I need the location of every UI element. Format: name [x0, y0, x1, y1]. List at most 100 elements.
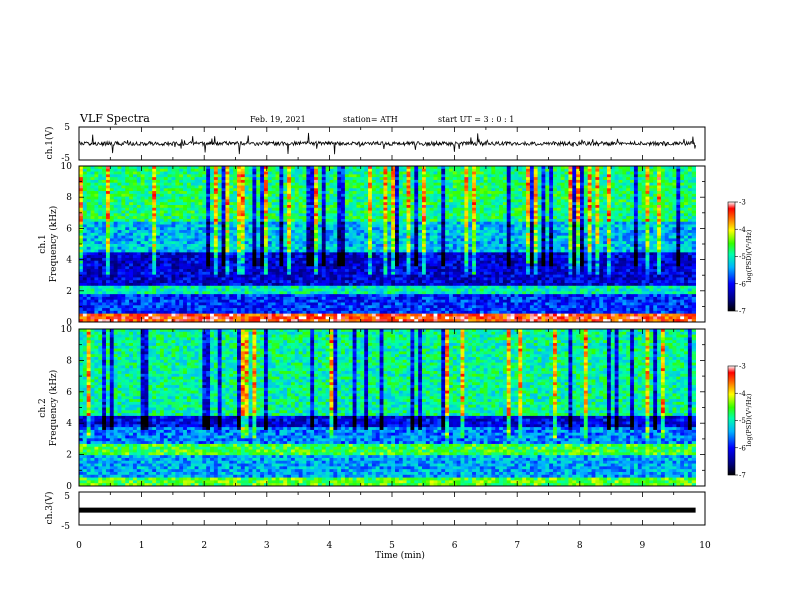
spectrogram-cell: [202, 218, 207, 223]
spectrogram-cell: [472, 210, 477, 214]
spectrogram-cell: [668, 205, 673, 209]
spectrogram-cell: [129, 235, 134, 239]
spectrogram-cell: [383, 213, 388, 217]
spectrogram-cell: [252, 185, 257, 189]
spectrogram-cell: [190, 207, 196, 211]
spectrogram-cell: [541, 207, 546, 211]
spectrogram-cell: [633, 199, 639, 203]
spectrogram-cell: [622, 235, 627, 239]
spectrogram-cell: [591, 207, 596, 211]
spectrogram-cell: [518, 213, 523, 217]
spectrogram-cell: [518, 199, 523, 203]
spectrogram-cell: [90, 224, 95, 228]
spectrogram-cell: [206, 238, 211, 242]
spectrogram-cell: [541, 177, 546, 181]
spectrogram-cell: [333, 238, 338, 242]
spectrogram-cell: [82, 171, 88, 175]
spectrogram-cell: [167, 168, 172, 172]
spectrogram-cell: [668, 232, 673, 237]
spectrogram-cell: [194, 168, 199, 172]
spectrogram-cell: [275, 166, 280, 170]
spectrogram-cell: [568, 230, 573, 234]
spectrogram-cell: [329, 202, 334, 206]
spectrogram-cell: [684, 246, 689, 250]
spectrogram-cell: [356, 196, 361, 200]
spectrogram-cell: [229, 196, 234, 200]
spectrogram-cell: [156, 241, 161, 245]
spectrogram-cell: [325, 177, 330, 181]
spectrogram-cell: [271, 218, 276, 223]
spectrogram-cell: [395, 179, 400, 184]
spectrogram-cell: [206, 168, 211, 172]
spectrogram-cell: [317, 199, 323, 203]
spectrogram-cell: [406, 230, 411, 234]
spectrogram-cell: [125, 185, 130, 189]
spectrogram-cell: [526, 224, 531, 228]
spectrogram-cell: [217, 213, 222, 217]
spectrogram-cell: [279, 227, 284, 231]
spectrogram-cell: [572, 191, 577, 195]
spectrogram-cell: [82, 196, 88, 200]
spectrogram-cell: [109, 166, 115, 170]
ch1-waveform-panel: 5 -5 ch.1(V): [44, 123, 706, 164]
spectrogram-cell: [383, 182, 388, 186]
spectrogram-cell: [495, 230, 500, 234]
spectrogram-cell: [387, 218, 392, 223]
spectrogram-cell: [475, 193, 481, 198]
spectrogram-cell: [587, 249, 592, 253]
spectrogram-cell: [341, 207, 346, 211]
spectrogram-cell: [341, 174, 346, 178]
spectrogram-cell: [144, 216, 149, 220]
spectrogram-cell: [221, 166, 226, 170]
spectrogram-cell: [591, 210, 596, 214]
spectrogram-cell: [560, 224, 565, 228]
spectrogram-cell: [499, 207, 504, 211]
spectrogram-cell: [533, 174, 538, 178]
spectrogram-cell: [279, 202, 284, 206]
spectrogram-cell: [132, 235, 138, 239]
spectrogram-cell: [344, 202, 350, 206]
spectrogram-cell: [294, 213, 300, 217]
spectrogram-cell: [360, 249, 365, 253]
spectrogram-cell: [506, 174, 512, 178]
spectrogram-cell: [206, 177, 211, 181]
spectrogram-cell: [580, 185, 585, 189]
spectrogram-cell: [510, 244, 515, 248]
spectrogram-cell: [90, 171, 95, 175]
spectrogram-cell: [653, 230, 658, 234]
spectrogram-cell: [186, 193, 192, 198]
spectrogram-cell: [210, 227, 215, 231]
spectrogram-cell: [464, 179, 469, 184]
spectrogram-cell: [479, 224, 485, 228]
spectrogram-cell: [321, 177, 327, 181]
spectrogram-cell: [275, 221, 280, 225]
spectrogram-cell: [472, 244, 477, 248]
spectrogram-cell: [206, 232, 211, 237]
spectrogram-cell: [468, 188, 473, 192]
spectrogram-cell: [175, 224, 180, 228]
spectrogram-cell: [687, 171, 693, 175]
spectrogram-cell: [502, 171, 508, 175]
spectrogram-cell: [460, 205, 465, 209]
spectrogram-cell: [82, 207, 88, 211]
spectrogram-cell: [206, 246, 211, 250]
spectrogram-cell: [526, 185, 531, 189]
spectrogram-cell: [487, 168, 492, 172]
spectrogram-cell: [287, 202, 292, 206]
spectrogram-cell: [622, 246, 627, 250]
spectrogram-cell: [475, 232, 481, 237]
spectrogram-cell: [256, 177, 261, 181]
spectrogram-cell: [314, 218, 319, 223]
spectrogram-cell: [375, 193, 380, 198]
spectrogram-cell: [267, 224, 273, 228]
spectrogram-cell: [121, 244, 126, 248]
spectrogram-cell: [302, 193, 307, 198]
spectrogram-cell: [502, 168, 508, 172]
spectrogram-cell: [433, 177, 438, 181]
spectrogram-cell: [518, 230, 523, 234]
spectrogram-cell: [421, 188, 427, 192]
spectrogram-cell: [618, 202, 623, 206]
spectrogram-cell: [344, 218, 350, 223]
spectrogram-cell: [576, 246, 581, 250]
spectrogram-cell: [468, 241, 473, 245]
